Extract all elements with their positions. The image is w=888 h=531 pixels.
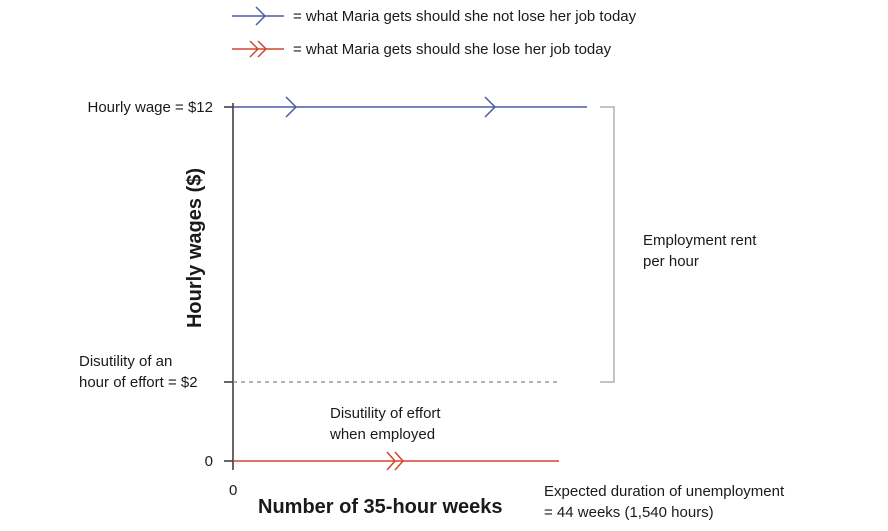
rent-label-line2: per hour <box>643 253 699 270</box>
employed-wage-line <box>233 96 587 118</box>
duration-label-line2: = 44 weeks (1,540 hours) <box>544 504 714 521</box>
disutility-label-line2: hour of effort = $2 <box>79 374 198 391</box>
effort-label-line1: Disutility of effort <box>330 405 441 422</box>
legend-blue-label: = what Maria gets should she not lose he… <box>293 8 637 25</box>
effort-label-line2: when employed <box>329 426 435 443</box>
employment-rent-bracket <box>600 106 615 383</box>
arrow-icon <box>484 96 497 118</box>
x-axis-title: Number of 35-hour weeks <box>258 496 503 518</box>
y-zero-label: 0 <box>205 453 213 470</box>
duration-label-line1: Expected duration of unemployment <box>544 483 785 500</box>
x-zero-label: 0 <box>229 482 237 499</box>
arrow-icon <box>285 96 298 118</box>
legend-red-double-arrow-icon <box>232 40 284 58</box>
y-axis-title: Hourly wages ($) <box>184 168 206 328</box>
legend-red-label: = what Maria gets should she lose her jo… <box>293 41 612 58</box>
wage-label: Hourly wage = $12 <box>88 99 214 116</box>
unemployed-double-arrow-icon <box>386 451 405 471</box>
legend-blue-arrow-icon <box>232 6 284 26</box>
legend: = what Maria gets should she not lose he… <box>232 6 637 58</box>
disutility-label-line1: Disutility of an <box>79 353 172 370</box>
rent-label-line1: Employment rent <box>643 232 757 249</box>
